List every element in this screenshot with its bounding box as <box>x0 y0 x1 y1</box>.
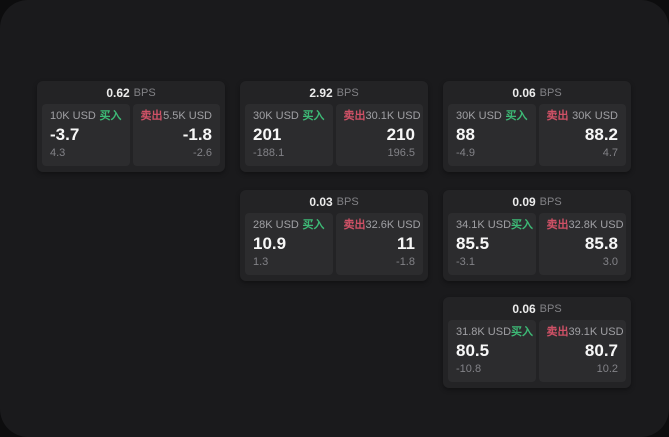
sell-panel[interactable]: 卖出 5.5K USD -1.8 -2.6 <box>132 104 220 166</box>
sell-side-label: 卖出 <box>546 326 569 338</box>
bps-unit-label: BPS <box>336 86 359 99</box>
bps-value: 0.06 <box>512 301 536 316</box>
bps-value: 0.06 <box>512 85 536 100</box>
buy-value: 88 <box>456 125 475 144</box>
sell-panel[interactable]: 卖出 32.8K USD 85.8 3.0 <box>538 213 626 275</box>
buy-panel[interactable]: 34.1K USD 买入 85.5 -3.1 <box>448 213 536 275</box>
buy-panel[interactable]: 30K USD 买入 88 -4.9 <box>448 104 536 166</box>
buy-size-label: 30K USD <box>253 110 299 122</box>
buy-panel[interactable]: 28K USD 买入 10.9 1.3 <box>245 213 333 275</box>
sell-value: 210 <box>386 125 415 144</box>
sell-panel[interactable]: 卖出 30K USD 88.2 4.7 <box>538 104 626 166</box>
quote-card-4: 0.03 BPS 28K USD 买入 10.9 1.3 卖出 32.6K US… <box>240 190 428 281</box>
sell-value: -1.8 <box>182 125 212 144</box>
quote-card-3: 0.06 BPS 30K USD 买入 88 -4.9 卖出 30K USD 8… <box>443 81 631 172</box>
buy-value: 80.5 <box>456 341 490 360</box>
sell-value: 88.2 <box>584 125 618 144</box>
buy-sub-value: -3.1 <box>456 256 475 268</box>
buy-size-label: 10K USD <box>50 110 96 122</box>
buy-panel[interactable]: 31.8K USD 买入 80.5 -10.8 <box>448 320 536 382</box>
sell-size-label: 32.8K USD <box>568 219 624 231</box>
sell-size-label: 30K USD <box>572 110 618 122</box>
buy-sub-value: -4.9 <box>456 147 475 159</box>
buy-side-label: 买入 <box>302 219 325 231</box>
bps-value: 2.92 <box>309 85 333 100</box>
bps-value: 0.62 <box>106 85 130 100</box>
sell-panel[interactable]: 卖出 30.1K USD 210 196.5 <box>335 104 423 166</box>
sell-side-label: 卖出 <box>546 219 569 231</box>
buy-size-label: 30K USD <box>456 110 502 122</box>
sell-value: 80.7 <box>584 341 618 360</box>
quote-card-5: 0.09 BPS 34.1K USD 买入 85.5 -3.1 卖出 32.8K… <box>443 190 631 281</box>
sell-side-label: 卖出 <box>343 110 366 122</box>
bps-header: 0.62 BPS <box>37 81 225 104</box>
sell-size-label: 32.6K USD <box>365 219 421 231</box>
bps-header: 2.92 BPS <box>240 81 428 104</box>
bps-header: 0.03 BPS <box>240 190 428 213</box>
buy-sub-value: -188.1 <box>253 147 285 159</box>
sell-size-label: 30.1K USD <box>365 110 421 122</box>
buy-value: -3.7 <box>50 125 80 144</box>
buy-panel[interactable]: 10K USD 买入 -3.7 4.3 <box>42 104 130 166</box>
buy-side-label: 买入 <box>511 219 534 231</box>
buy-side-label: 买入 <box>505 110 528 122</box>
sell-sub-value: -2.6 <box>193 147 212 159</box>
buy-value: 10.9 <box>253 234 287 253</box>
sell-panel[interactable]: 卖出 32.6K USD 11 -1.8 <box>335 213 423 275</box>
bps-unit-label: BPS <box>539 86 562 99</box>
bps-unit-label: BPS <box>539 302 562 315</box>
quote-card-2: 2.92 BPS 30K USD 买入 201 -188.1 卖出 30.1K … <box>240 81 428 172</box>
bps-value: 0.03 <box>309 194 333 209</box>
buy-value: 85.5 <box>456 234 490 253</box>
buy-sub-value: 4.3 <box>50 147 66 159</box>
buy-side-label: 买入 <box>302 110 325 122</box>
buy-sub-value: 1.3 <box>253 256 269 268</box>
buy-size-label: 31.8K USD <box>456 326 512 338</box>
buy-panel[interactable]: 30K USD 买入 201 -188.1 <box>245 104 333 166</box>
quote-card-6: 0.06 BPS 31.8K USD 买入 80.5 -10.8 卖出 39.1… <box>443 297 631 388</box>
sell-size-label: 5.5K USD <box>163 110 212 122</box>
sell-value: 85.8 <box>584 234 618 253</box>
buy-value: 201 <box>253 125 282 144</box>
bps-header: 0.06 BPS <box>443 81 631 104</box>
sell-sub-value: 4.7 <box>602 147 618 159</box>
sell-sub-value: 3.0 <box>602 256 618 268</box>
sell-sub-value: -1.8 <box>396 256 415 268</box>
sell-panel[interactable]: 卖出 39.1K USD 80.7 10.2 <box>538 320 626 382</box>
quote-card-1: 0.62 BPS 10K USD 买入 -3.7 4.3 卖出 5.5K USD… <box>37 81 225 172</box>
sell-sub-value: 10.2 <box>596 363 618 375</box>
buy-side-label: 买入 <box>511 326 534 338</box>
sell-value: 11 <box>397 234 415 253</box>
sell-side-label: 卖出 <box>343 219 366 231</box>
bps-unit-label: BPS <box>336 195 359 208</box>
sell-side-label: 卖出 <box>140 110 163 122</box>
buy-size-label: 28K USD <box>253 219 299 231</box>
buy-size-label: 34.1K USD <box>456 219 512 231</box>
bps-unit-label: BPS <box>539 195 562 208</box>
bps-header: 0.06 BPS <box>443 297 631 320</box>
bps-value: 0.09 <box>512 194 536 209</box>
bps-header: 0.09 BPS <box>443 190 631 213</box>
buy-side-label: 买入 <box>99 110 122 122</box>
bps-unit-label: BPS <box>133 86 156 99</box>
sell-size-label: 39.1K USD <box>568 326 624 338</box>
sell-side-label: 卖出 <box>546 110 569 122</box>
sell-sub-value: 196.5 <box>387 147 415 159</box>
buy-sub-value: -10.8 <box>456 363 482 375</box>
